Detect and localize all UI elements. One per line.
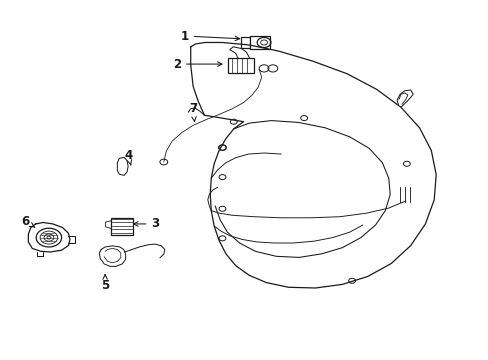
Text: 2: 2 <box>173 58 222 71</box>
Text: 4: 4 <box>124 149 132 165</box>
Text: 6: 6 <box>21 215 35 228</box>
Bar <box>240 37 250 48</box>
Text: 3: 3 <box>133 217 159 230</box>
Bar <box>111 218 133 235</box>
Bar <box>250 36 269 49</box>
Text: 7: 7 <box>189 102 197 121</box>
Text: 5: 5 <box>101 275 109 292</box>
Bar <box>228 58 253 73</box>
Text: 1: 1 <box>181 30 239 42</box>
